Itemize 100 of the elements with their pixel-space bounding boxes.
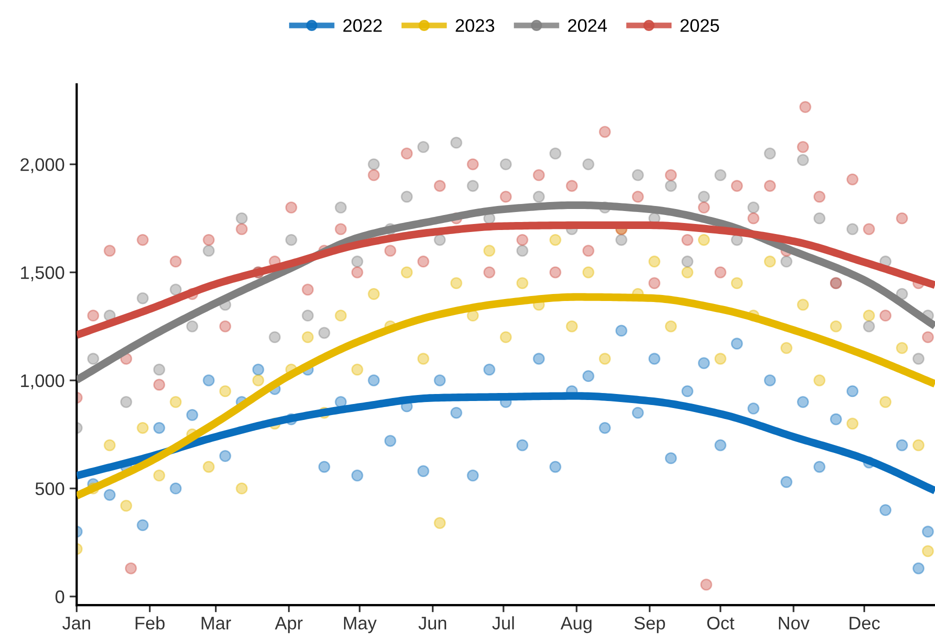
point [598, 352, 611, 365]
point [549, 460, 562, 473]
point [318, 326, 330, 339]
point [351, 364, 364, 376]
point [664, 180, 677, 192]
point [417, 465, 430, 478]
point [368, 288, 380, 300]
point [434, 234, 446, 246]
point [846, 173, 858, 186]
point [434, 374, 446, 386]
point [780, 256, 792, 268]
point [532, 190, 545, 203]
point [896, 212, 908, 224]
x-tick-label: May [344, 616, 377, 634]
point [285, 202, 298, 214]
point [912, 439, 924, 452]
point [896, 342, 908, 354]
point [219, 450, 232, 462]
point [400, 266, 413, 278]
point [830, 320, 842, 332]
point [598, 126, 611, 138]
point [747, 212, 760, 224]
point [796, 396, 809, 408]
point [747, 402, 760, 414]
point [813, 190, 826, 203]
point [730, 277, 743, 290]
legend-label: 2024 [568, 19, 607, 32]
point [714, 169, 726, 182]
point [368, 374, 380, 386]
x-tick-label: Oct [707, 616, 734, 630]
point [566, 320, 578, 332]
point [862, 310, 875, 322]
point [516, 244, 528, 257]
point [483, 266, 496, 278]
point [549, 148, 562, 160]
point [648, 277, 660, 290]
point [466, 180, 479, 192]
point [302, 284, 314, 296]
point [730, 338, 743, 350]
x-tick-label: Aug [560, 616, 592, 634]
point [632, 190, 644, 203]
point [236, 482, 248, 494]
point [780, 476, 792, 488]
point [417, 352, 430, 365]
point [922, 545, 934, 558]
point [648, 256, 660, 268]
point [780, 342, 792, 354]
point [500, 331, 512, 344]
point [351, 469, 364, 482]
point [846, 385, 858, 398]
point [400, 148, 413, 160]
point [236, 212, 248, 224]
point [549, 234, 562, 246]
point [922, 331, 934, 344]
point [566, 180, 578, 192]
point [334, 223, 347, 236]
point [912, 352, 924, 365]
point [813, 374, 826, 386]
point [664, 320, 677, 332]
point [615, 234, 628, 246]
legend-label: 2025 [680, 19, 720, 32]
point [799, 101, 812, 114]
y-tick-label: 2,000 [20, 158, 64, 174]
point [764, 180, 776, 192]
point [912, 562, 924, 574]
point [664, 452, 677, 464]
point [862, 320, 875, 332]
point [582, 158, 594, 170]
point [516, 277, 528, 290]
point [302, 310, 314, 322]
point [582, 266, 594, 278]
point [714, 439, 726, 452]
point [698, 234, 710, 246]
point [450, 136, 462, 149]
point [698, 190, 710, 203]
point [450, 406, 462, 419]
point [384, 434, 396, 447]
y-tick-label: 500 [35, 482, 64, 496]
x-tick-label: Jul [492, 616, 514, 630]
point [466, 158, 479, 170]
y-tick-label: 0 [56, 590, 64, 604]
x-tick-label: Jan [62, 616, 90, 630]
point [896, 439, 908, 452]
point [796, 154, 809, 166]
point [368, 158, 380, 170]
point [532, 352, 545, 365]
point [334, 310, 347, 322]
point [252, 374, 264, 386]
point [830, 413, 842, 426]
point [532, 169, 545, 182]
point [730, 180, 743, 192]
point [764, 256, 776, 268]
point [516, 234, 528, 246]
y-tick-label: 1,500 [21, 266, 64, 282]
point [632, 406, 644, 419]
point [318, 460, 330, 473]
x-tick-label: Feb [136, 616, 165, 630]
legend-label: 2023 [456, 19, 494, 32]
point [862, 223, 875, 236]
point [615, 324, 628, 337]
